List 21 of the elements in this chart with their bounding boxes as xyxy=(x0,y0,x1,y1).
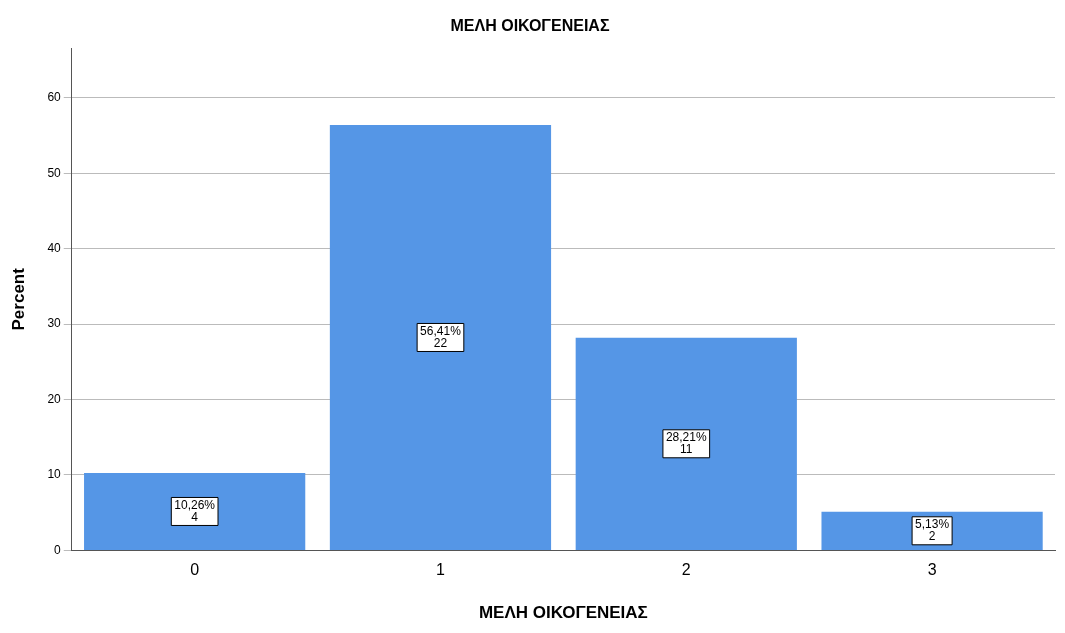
y-tick-label: 0 xyxy=(54,542,62,557)
data-label: 28,21% 11 xyxy=(665,430,707,457)
y-tick-label: 30 xyxy=(47,316,62,331)
data-label: 10,26% 4 xyxy=(174,497,216,524)
y-tick-label: 60 xyxy=(47,90,62,105)
x-tick-label: 2 xyxy=(681,561,691,579)
data-label: 5,13% 2 xyxy=(915,517,950,544)
y-tick-label: 50 xyxy=(47,165,62,180)
bar xyxy=(84,473,306,550)
data-label: 56,41% 22 xyxy=(420,323,462,350)
x-tick-label: 1 xyxy=(436,561,446,579)
x-axis-title: ΜΕΛΗ ΟΙΚΟΓΕΝΕΙΑΣ xyxy=(478,603,648,623)
x-tick-label: 3 xyxy=(927,561,937,579)
y-axis-title: Percent xyxy=(8,267,28,331)
y-tick-label: 40 xyxy=(47,241,62,256)
bar xyxy=(575,337,797,550)
bar xyxy=(329,125,552,550)
x-tick-label: 0 xyxy=(190,561,200,579)
y-tick-label: 20 xyxy=(47,391,62,406)
chart-title: ΜΕΛΗ ΟΙΚΟΓΕΝΕΙΑΣ xyxy=(450,17,610,35)
y-tick-label: 10 xyxy=(47,467,62,482)
